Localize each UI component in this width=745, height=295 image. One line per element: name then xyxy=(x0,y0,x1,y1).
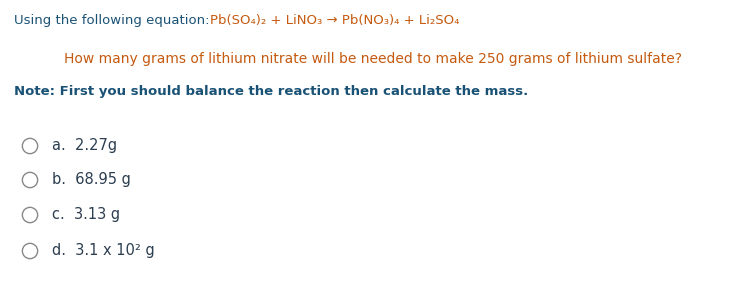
Text: b.  68.95 g: b. 68.95 g xyxy=(52,172,131,187)
Text: d.  3.1 x 10² g: d. 3.1 x 10² g xyxy=(52,243,155,258)
Text: Using the following equation:: Using the following equation: xyxy=(14,14,218,27)
Text: a.  2.27g: a. 2.27g xyxy=(52,138,117,153)
Text: Pb(SO₄)₂ + LiNO₃ → Pb(NO₃)₄ + Li₂SO₄: Pb(SO₄)₂ + LiNO₃ → Pb(NO₃)₄ + Li₂SO₄ xyxy=(210,14,460,27)
Text: How many grams of lithium nitrate will be needed to make 250 grams of lithium su: How many grams of lithium nitrate will b… xyxy=(63,52,682,66)
Text: c.  3.13 g: c. 3.13 g xyxy=(52,207,120,222)
Text: Note: First you should balance the reaction then calculate the mass.: Note: First you should balance the react… xyxy=(14,85,528,98)
